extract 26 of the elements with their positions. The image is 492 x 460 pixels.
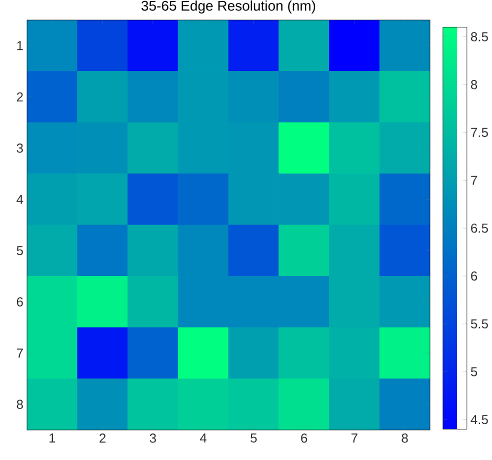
y-tick-label: 6 — [16, 297, 23, 306]
x-tick-label: 3 — [150, 434, 156, 443]
color-bar-label: 5 — [470, 367, 478, 376]
chart-title: 35-65 Edge Resolution (nm) — [141, 0, 316, 14]
y-tick-label: 5 — [16, 246, 23, 256]
y-tick-label: 1 — [17, 41, 23, 50]
y-tick-label: 3 — [16, 144, 23, 153]
x-tick-label: 8 — [402, 434, 408, 443]
x-tick-label: 2 — [100, 434, 106, 443]
y-tick-label: 8 — [16, 400, 23, 409]
x-tick-label: 7 — [351, 434, 358, 442]
x-tick-label: 1 — [50, 434, 56, 442]
color-bar-label: 7 — [471, 176, 477, 185]
color-bar-label: 6.5 — [471, 224, 488, 233]
x-tick-label: 5 — [250, 434, 257, 443]
color-bar-label: 5.5 — [470, 319, 488, 328]
y-tick-label: 4 — [16, 194, 24, 204]
y-tick-label: 7 — [16, 348, 23, 358]
color-bar-label: 7.5 — [471, 128, 488, 137]
color-bar-label: 4.5 — [470, 415, 488, 424]
color-bar-label: 8 — [470, 80, 478, 90]
x-tick-label: 6 — [301, 434, 308, 443]
color-bar-label: 8.5 — [470, 32, 488, 42]
color-bar-label: 6 — [471, 271, 478, 281]
y-tick-label: 2 — [16, 92, 23, 102]
x-tick-label: 4 — [200, 434, 207, 442]
